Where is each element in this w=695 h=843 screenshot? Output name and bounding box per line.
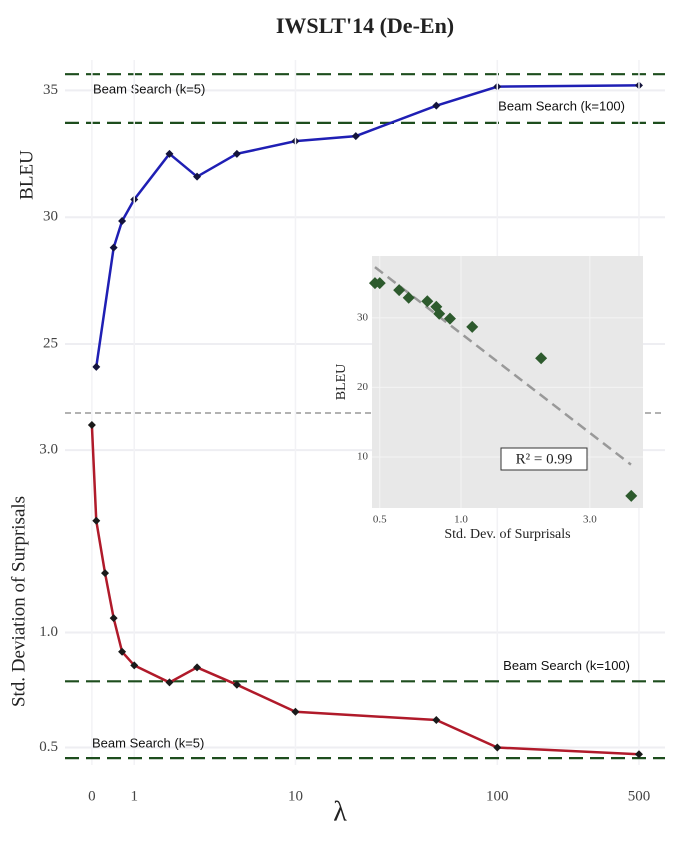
data-point <box>109 614 118 623</box>
data-point <box>193 172 202 181</box>
data-point <box>101 569 110 578</box>
data-point <box>493 743 502 752</box>
chart-title: IWSLT'14 (De-En) <box>276 13 454 38</box>
data-point <box>432 716 441 725</box>
y-axis-label: Std. Deviation of Surprisals <box>8 496 29 707</box>
y-tick-label: 25 <box>43 335 58 351</box>
data-point <box>421 295 434 308</box>
x-tick-label: 10 <box>288 788 303 804</box>
trend-line <box>374 266 632 466</box>
data-point <box>634 750 643 759</box>
y-tick-label: 0.5 <box>39 739 58 755</box>
x-tick-label: 3.0 <box>583 514 597 526</box>
data-point <box>92 362 101 371</box>
data-point <box>118 217 127 226</box>
reference-label: Beam Search (k=5) <box>93 82 205 97</box>
data-point <box>373 277 386 290</box>
data-point <box>109 243 118 252</box>
data-point <box>625 489 638 502</box>
data-point <box>92 516 101 525</box>
reference-label: Beam Search (k=5) <box>92 736 204 751</box>
x-tick-label: 500 <box>628 788 651 804</box>
y-tick-label: 1.0 <box>39 624 58 640</box>
data-point <box>443 312 456 325</box>
data-point <box>87 420 96 429</box>
data-point <box>535 352 548 365</box>
annotation: R² = 0.99 <box>516 451 573 467</box>
data-point <box>291 707 300 716</box>
y-tick-label: 3.0 <box>39 442 58 458</box>
annotation-box <box>500 447 588 471</box>
x-tick-label: 1 <box>130 788 138 804</box>
x-axis-label: λ <box>333 796 347 827</box>
data-point <box>232 149 241 158</box>
y-tick-label: 30 <box>43 209 58 225</box>
data-point <box>193 663 202 672</box>
y-axis-label: BLEU <box>334 364 349 401</box>
data-point <box>393 284 406 297</box>
data-point <box>232 680 241 689</box>
x-axis-label: Std. Dev. of Surprisals <box>444 527 570 542</box>
y-tick-label: 20 <box>357 381 369 393</box>
data-line <box>95 84 639 368</box>
data-point <box>118 647 127 656</box>
y-tick-label: 35 <box>43 82 58 98</box>
x-tick-label: 100 <box>486 788 509 804</box>
data-point <box>402 291 415 304</box>
data-point <box>432 101 441 110</box>
data-point <box>165 678 174 687</box>
x-tick-label: 1.0 <box>454 514 468 526</box>
data-point <box>130 661 139 670</box>
data-point <box>466 320 479 333</box>
x-tick-label: 0 <box>88 788 96 804</box>
x-tick-label: 0.5 <box>373 514 387 526</box>
y-tick-label: 10 <box>357 450 369 462</box>
reference-label: Beam Search (k=100) <box>498 98 625 113</box>
y-axis-label: BLEU <box>16 150 37 200</box>
reference-label: Beam Search (k=100) <box>503 658 630 673</box>
data-point <box>351 132 360 141</box>
data-point <box>165 149 174 158</box>
y-tick-label: 30 <box>357 311 369 323</box>
data-point <box>433 307 446 320</box>
